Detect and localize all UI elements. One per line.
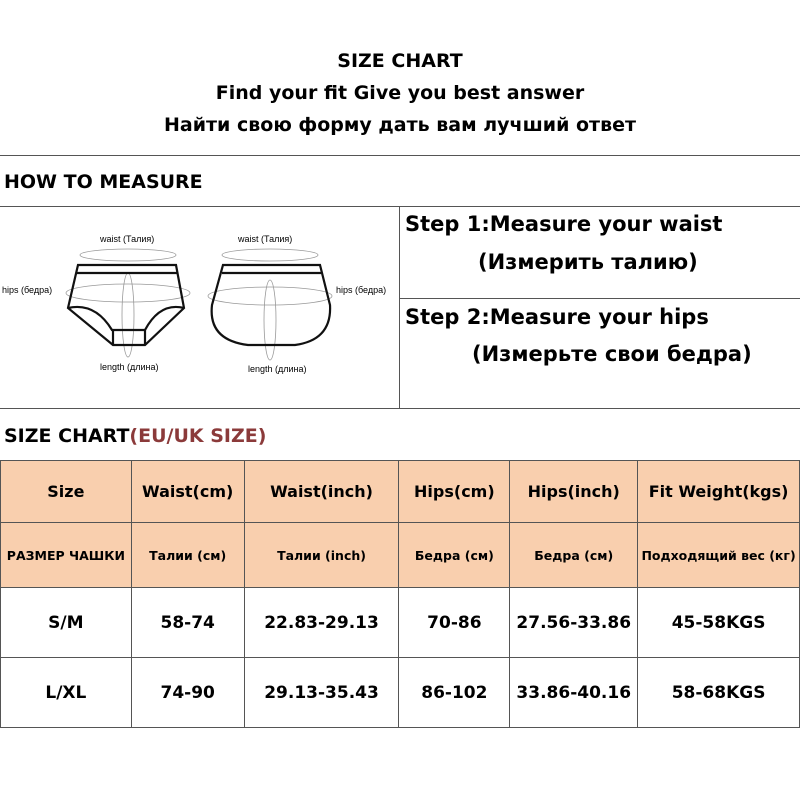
table-cell: L/XL xyxy=(0,657,132,728)
subtitle-ru: Найти свою форму дать вам лучший ответ xyxy=(164,114,636,136)
length-label: length (длина) xyxy=(100,362,159,372)
step-1-ru: (Измерить талию) xyxy=(478,250,698,274)
column-header: Hips(inch) xyxy=(509,460,639,523)
table-cell: 22.83-29.13 xyxy=(243,587,400,658)
step-2: Step 2:Measure your hips xyxy=(405,305,709,329)
table-cell: 86-102 xyxy=(398,657,511,728)
column-header-ru: Талии (inch) xyxy=(243,522,400,588)
table-row: L/XL 74-90 29.13-35.43 86-102 33.86-40.1… xyxy=(0,657,800,728)
divider xyxy=(399,206,400,408)
column-header: Waist(cm) xyxy=(130,460,245,523)
column-header: Size xyxy=(0,460,132,523)
table-cell: 74-90 xyxy=(130,657,245,728)
size-chart-heading: SIZE CHART(EU/UK SIZE) xyxy=(4,425,266,447)
step-1: Step 1:Measure your waist xyxy=(405,212,723,236)
column-header: Waist(inch) xyxy=(243,460,400,523)
table-cell: S/M xyxy=(0,587,132,658)
table-cell: 45-58KGS xyxy=(637,587,800,658)
page-title: SIZE CHART xyxy=(337,50,463,72)
how-to-measure-heading: HOW TO MEASURE xyxy=(4,171,203,193)
size-table: Size Waist(cm) Waist(inch) Hips(cm) Hips… xyxy=(0,460,800,728)
size-chart-label: SIZE CHART xyxy=(4,425,130,447)
column-header: Hips(cm) xyxy=(398,460,511,523)
column-header: Fit Weight(kgs) xyxy=(637,460,800,523)
column-header-ru: Бедра (см) xyxy=(398,522,511,588)
column-header-ru: Бедра (см) xyxy=(509,522,639,588)
column-header-ru: Талии (см) xyxy=(130,522,245,588)
table-cell: 33.86-40.16 xyxy=(509,657,639,728)
table-cell: 29.13-35.43 xyxy=(243,657,400,728)
table-cell: 27.56-33.86 xyxy=(509,587,639,658)
table-header-row-ru: РАЗМЕР ЧАШКИ Талии (см) Талии (inch) Бед… xyxy=(0,522,800,588)
table-cell: 58-74 xyxy=(130,587,245,658)
divider xyxy=(399,298,800,299)
subtitle-en: Find your fit Give you best answer xyxy=(215,82,585,104)
step-2-ru: (Измерьте свои бедра) xyxy=(472,342,752,366)
hips-label: hips (бедра) xyxy=(336,285,386,295)
size-chart-accent: (EU/UK SIZE) xyxy=(129,425,267,447)
waist-label: waist (Талия) xyxy=(237,234,292,244)
table-header-row: Size Waist(cm) Waist(inch) Hips(cm) Hips… xyxy=(0,460,800,523)
length-label: length (длина) xyxy=(248,364,307,374)
measurement-diagram: waist (Талия) waist (Талия) hips (бедра)… xyxy=(2,234,386,374)
waist-label: waist (Талия) xyxy=(99,234,154,244)
divider xyxy=(0,408,800,409)
divider xyxy=(0,155,800,156)
column-header-ru: Подходящий вес (кг) xyxy=(637,522,800,588)
table-cell: 58-68KGS xyxy=(637,657,800,728)
table-cell: 70-86 xyxy=(398,587,511,658)
column-header-ru: РАЗМЕР ЧАШКИ xyxy=(0,522,132,588)
divider xyxy=(0,206,800,207)
hips-label: hips (бедра) xyxy=(2,285,52,295)
table-row: S/M 58-74 22.83-29.13 70-86 27.56-33.86 … xyxy=(0,587,800,658)
